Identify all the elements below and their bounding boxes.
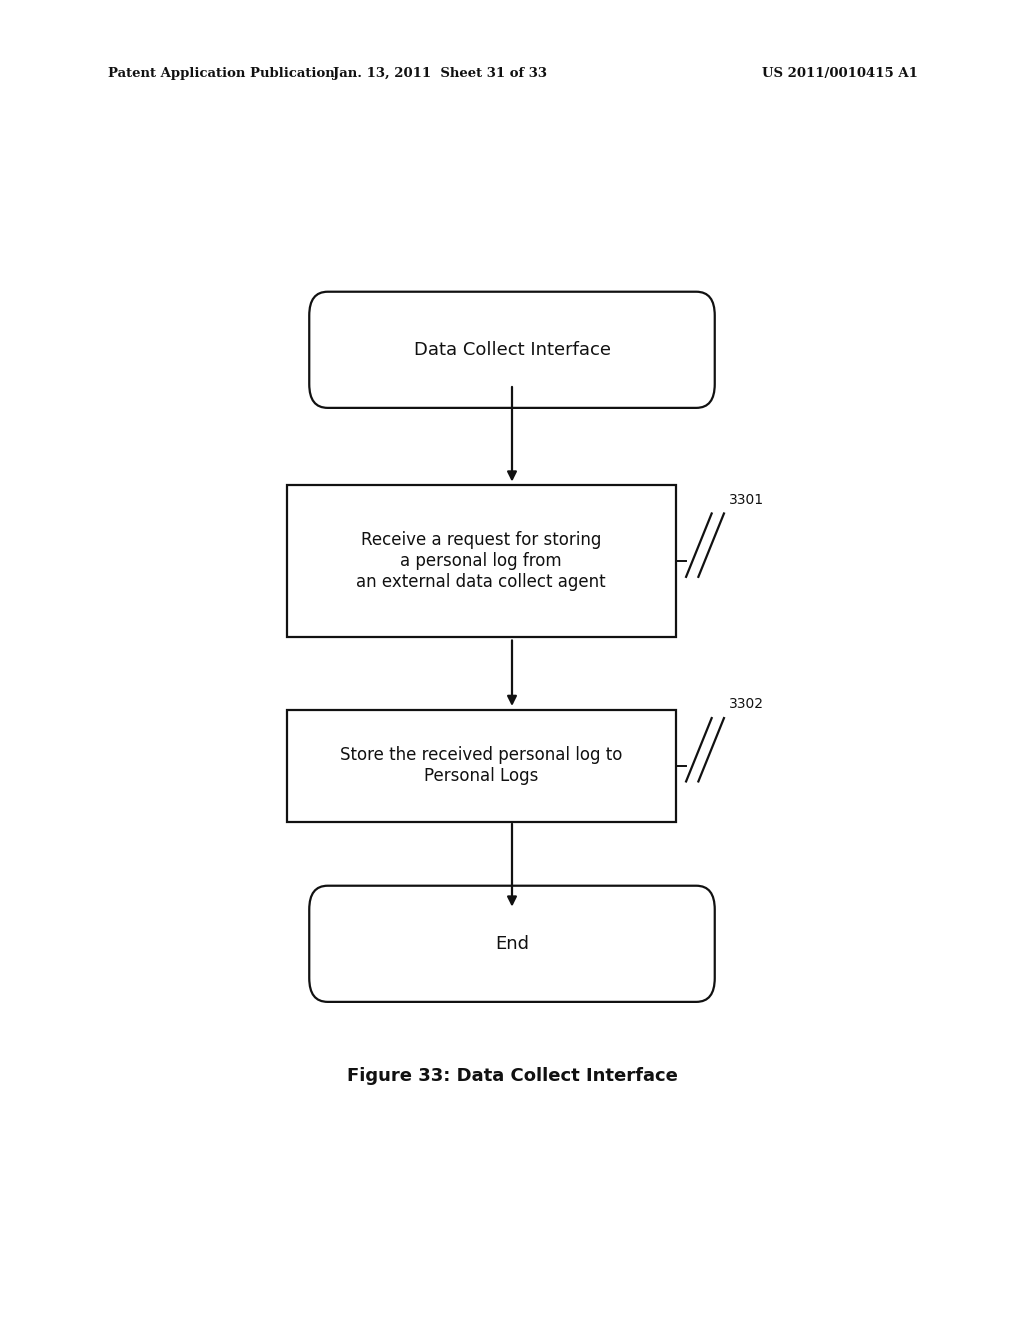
Text: Data Collect Interface: Data Collect Interface bbox=[414, 341, 610, 359]
Text: End: End bbox=[495, 935, 529, 953]
Text: Patent Application Publication: Patent Application Publication bbox=[108, 67, 334, 81]
FancyBboxPatch shape bbox=[287, 486, 676, 638]
FancyBboxPatch shape bbox=[287, 710, 676, 821]
Text: Store the received personal log to
Personal Logs: Store the received personal log to Perso… bbox=[340, 746, 623, 785]
Text: US 2011/0010415 A1: US 2011/0010415 A1 bbox=[762, 67, 918, 81]
Text: Receive a request for storing
a personal log from
an external data collect agent: Receive a request for storing a personal… bbox=[356, 531, 606, 591]
Text: Figure 33: Data Collect Interface: Figure 33: Data Collect Interface bbox=[346, 1067, 678, 1085]
Text: Jan. 13, 2011  Sheet 31 of 33: Jan. 13, 2011 Sheet 31 of 33 bbox=[334, 67, 547, 81]
Text: 3301: 3301 bbox=[729, 492, 764, 507]
FancyBboxPatch shape bbox=[309, 886, 715, 1002]
Text: 3302: 3302 bbox=[729, 697, 764, 711]
FancyBboxPatch shape bbox=[309, 292, 715, 408]
